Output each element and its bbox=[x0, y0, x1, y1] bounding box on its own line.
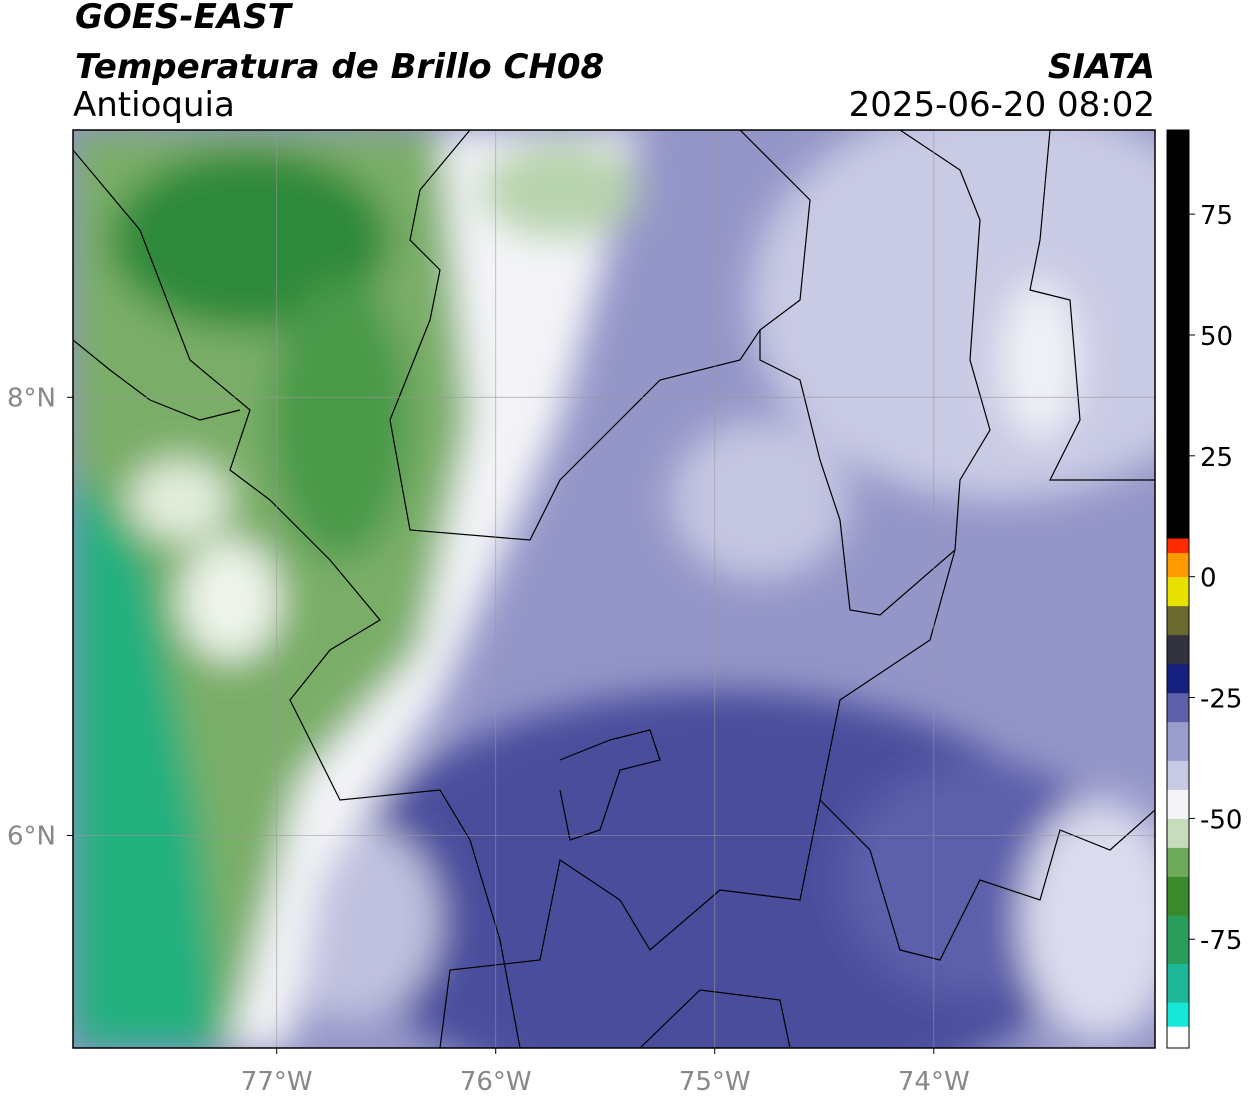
colorbar-segment bbox=[1167, 663, 1189, 694]
colorbar-segment bbox=[1167, 876, 1189, 916]
x-tick-label: 77°W bbox=[241, 1067, 313, 1097]
colorbar-tick-label: -25 bbox=[1200, 685, 1242, 715]
colorbar-segment bbox=[1167, 963, 1189, 1003]
colorbar-tick-label: -75 bbox=[1200, 926, 1242, 956]
colorbar-frame bbox=[1166, 129, 1190, 1049]
colorbar-segment bbox=[1167, 1002, 1189, 1027]
colorbar-segment bbox=[1167, 130, 1189, 539]
colorbar-segment bbox=[1167, 552, 1189, 578]
region: Antioquia bbox=[73, 85, 235, 125]
colorbar-tick-label: 75 bbox=[1200, 201, 1233, 231]
colorbar-segment bbox=[1167, 818, 1189, 848]
colorbar-tick-label: 0 bbox=[1200, 564, 1217, 594]
colorbar-segment bbox=[1167, 847, 1189, 877]
colorbar-segment bbox=[1167, 538, 1189, 554]
x-tick-label: 76°W bbox=[460, 1067, 532, 1097]
timestamp: 2025-06-20 08:02 bbox=[849, 85, 1155, 125]
x-tick-label: 74°W bbox=[898, 1067, 970, 1097]
grid bbox=[73, 130, 1155, 1048]
map-image bbox=[73, 130, 1155, 1048]
colorbar-segment bbox=[1167, 576, 1189, 607]
colorbar-segment bbox=[1167, 760, 1189, 790]
map-frame bbox=[72, 129, 1156, 1049]
colorbar-segment bbox=[1167, 634, 1189, 665]
colorbar-tick-label: -50 bbox=[1200, 805, 1242, 835]
colorbar-segment bbox=[1167, 789, 1189, 819]
y-tick-label: 8°N bbox=[7, 383, 56, 413]
colorbar-tick-label: 25 bbox=[1200, 443, 1233, 473]
colorbar-segment bbox=[1167, 721, 1189, 761]
colorbar-segment bbox=[1167, 692, 1189, 723]
x-tick-label: 75°W bbox=[679, 1067, 751, 1097]
colorbar-segment bbox=[1167, 605, 1189, 636]
colorbar-segment bbox=[1167, 1026, 1189, 1049]
y-tick-label: 6°N bbox=[7, 821, 56, 851]
colorbar: 75 50 25 0 -25 -50 -75 bbox=[1166, 129, 1242, 1049]
source: SIATA bbox=[1048, 47, 1155, 87]
title: GOES-EAST bbox=[75, 0, 294, 37]
subtitle: Temperatura de Brillo CH08 bbox=[75, 47, 604, 87]
colorbar-segment bbox=[1167, 915, 1189, 964]
colorbar-tick-label: 50 bbox=[1200, 322, 1233, 352]
